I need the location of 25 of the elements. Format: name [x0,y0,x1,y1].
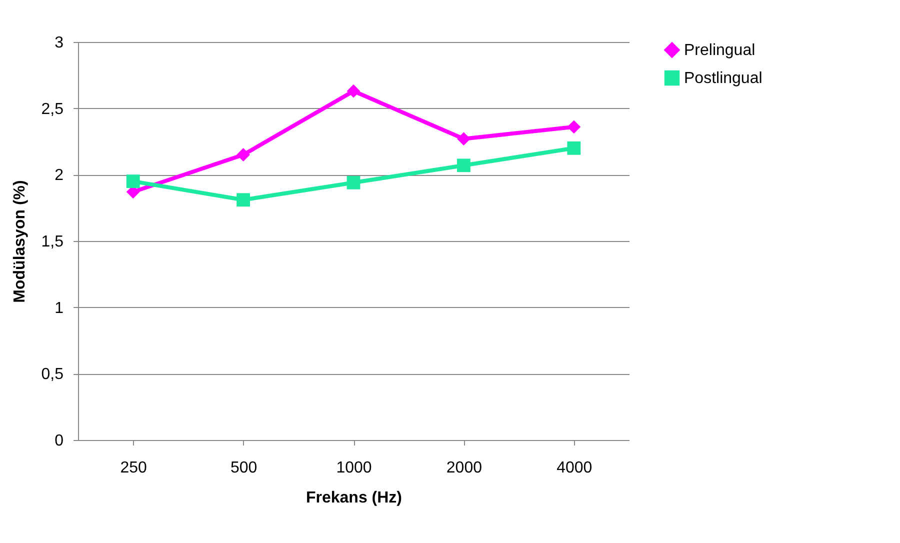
point [456,158,470,172]
x-tick-label: 4000 [556,460,592,476]
y-tick-label: 0 [54,432,64,450]
point [236,193,250,207]
y-tick-label: 2 [54,167,64,184]
y-axis-title: Modülasyon (%) [11,180,28,303]
point [567,120,581,134]
x-tick-label: 250 [120,460,148,476]
y-tick-label: 1 [54,300,64,317]
y-tick-label: 3 [54,34,64,52]
point [126,174,140,188]
point [567,141,581,155]
x-tick-label: 500 [230,460,258,476]
legend-label: Prelingual [684,42,756,59]
point [346,84,360,98]
point [456,132,470,146]
y-tick-label: 0,5 [41,366,64,384]
x-axis-title: Frekans (Hz) [306,490,402,506]
x-tick-label: 2000 [446,460,482,476]
y-tick-label: 2,5 [41,100,64,118]
x-tick-label: 1000 [336,460,372,476]
y-tick-label: 1,5 [41,234,64,250]
legend-label: Postlingual [684,70,762,87]
point [346,176,360,190]
point [236,148,250,162]
